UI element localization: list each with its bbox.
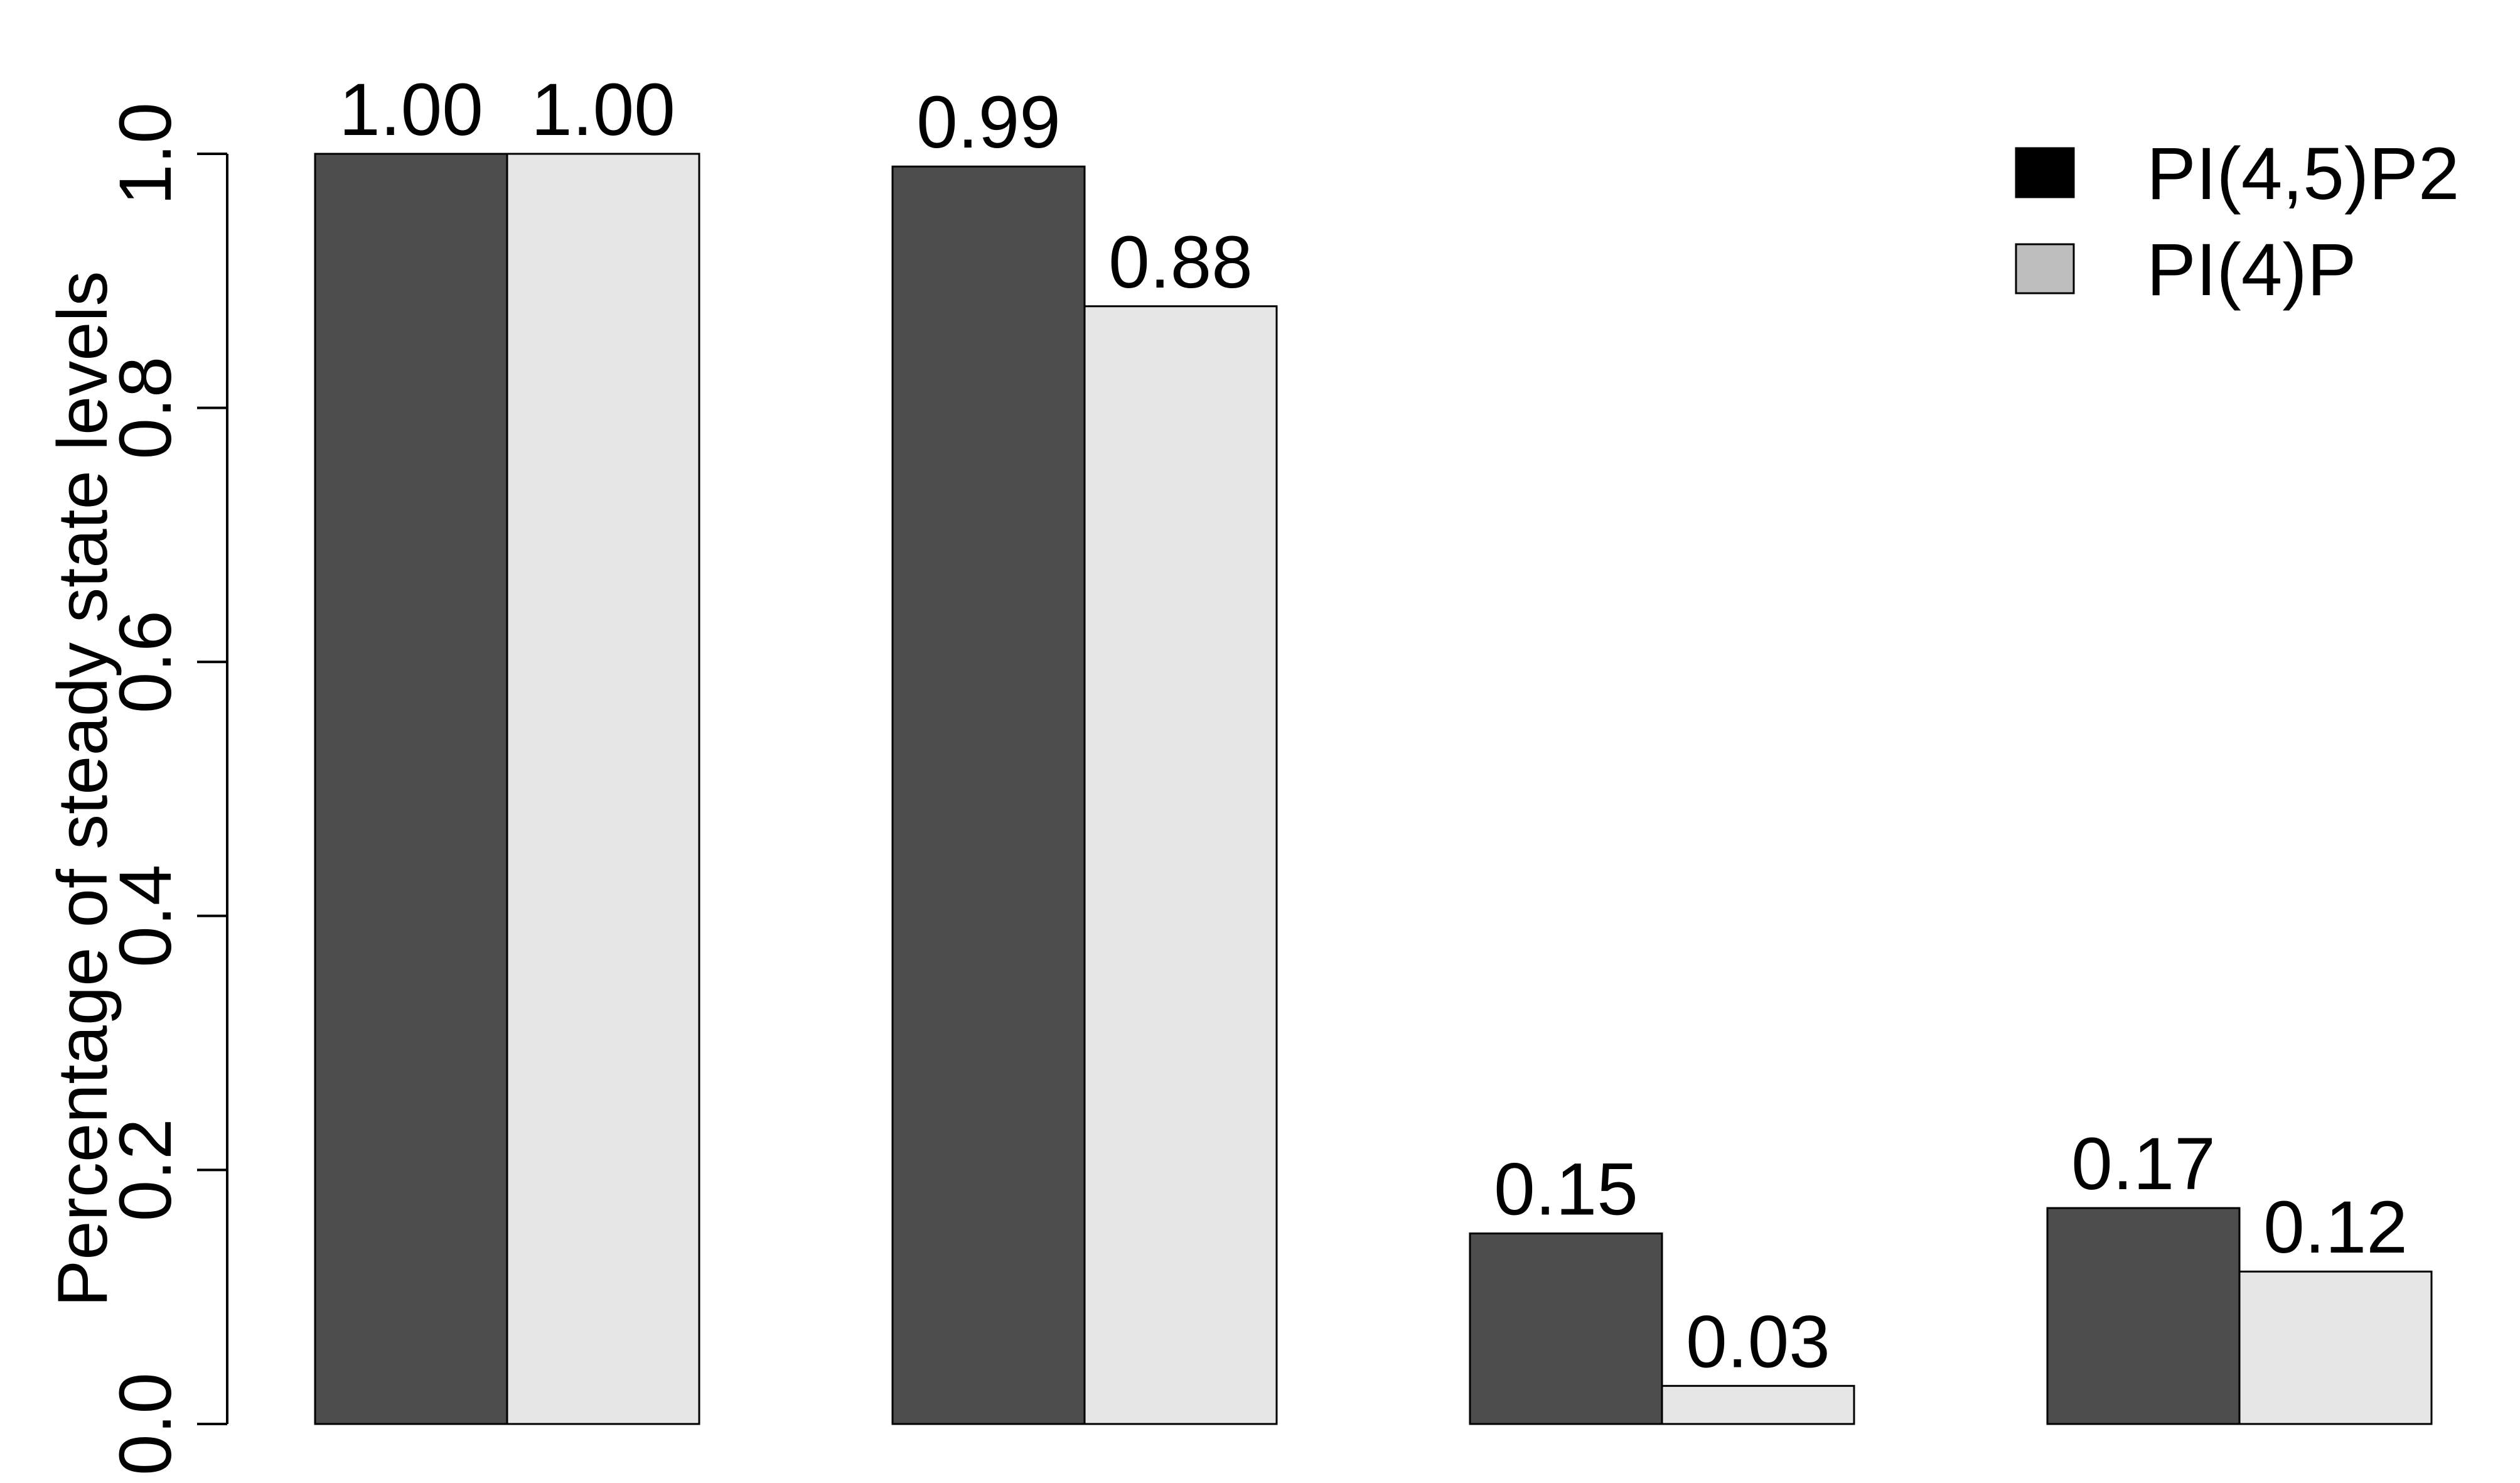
bar-series-1-category-3 (2238, 1270, 2433, 1425)
data-label-series-0-category-3: 0.17 (2071, 1123, 2216, 1205)
y-tick-label: 0.6 (104, 610, 187, 713)
bar-series-0-category-2 (1469, 1232, 1663, 1425)
bar-series-1-category-2 (1661, 1384, 1855, 1425)
data-label-series-0-category-2: 0.15 (1494, 1148, 1638, 1231)
y-axis-label: Percentage of steady state levels (43, 271, 122, 1307)
data-label-series-1-category-1: 0.88 (1108, 221, 1253, 304)
y-tick-label: 0.0 (104, 1372, 187, 1475)
bar-series-1-category-0 (506, 153, 700, 1425)
y-tick-label: 0.8 (104, 357, 187, 460)
legend-swatch-1 (2015, 243, 2075, 294)
y-axis-ticks: 0.0 0.2 0.4 0.6 0.8 1.0 (104, 102, 227, 1475)
value-labels: 1.00 0.99 0.15 0.17 1.00 0.88 0.03 0.12 (339, 68, 2408, 1383)
y-tick-label: 0.4 (104, 865, 187, 968)
y-tick-label: 0.2 (104, 1118, 187, 1221)
legend: PI(4,5)P2 PI(4)P (2015, 132, 2459, 311)
data-label-series-1-category-0: 1.00 (531, 68, 675, 151)
data-label-series-0-category-0: 1.00 (339, 68, 483, 151)
data-label-series-1-category-3: 0.12 (2263, 1186, 2408, 1269)
bar-series-0-category-0 (314, 153, 508, 1425)
legend-label-0: PI(4,5)P2 (2147, 132, 2459, 215)
data-label-series-1-category-2: 0.03 (1686, 1300, 1830, 1383)
bar-series-1-category-1 (1083, 305, 1278, 1425)
legend-swatch-0 (2015, 147, 2075, 198)
bar-series-0-category-3 (2046, 1207, 2241, 1425)
bars (314, 153, 2433, 1425)
data-label-series-0-category-1: 0.99 (916, 81, 1061, 164)
legend-label-1: PI(4)P (2147, 229, 2356, 311)
bar-series-0-category-1 (891, 165, 1086, 1425)
y-tick-label: 1.0 (104, 102, 187, 205)
